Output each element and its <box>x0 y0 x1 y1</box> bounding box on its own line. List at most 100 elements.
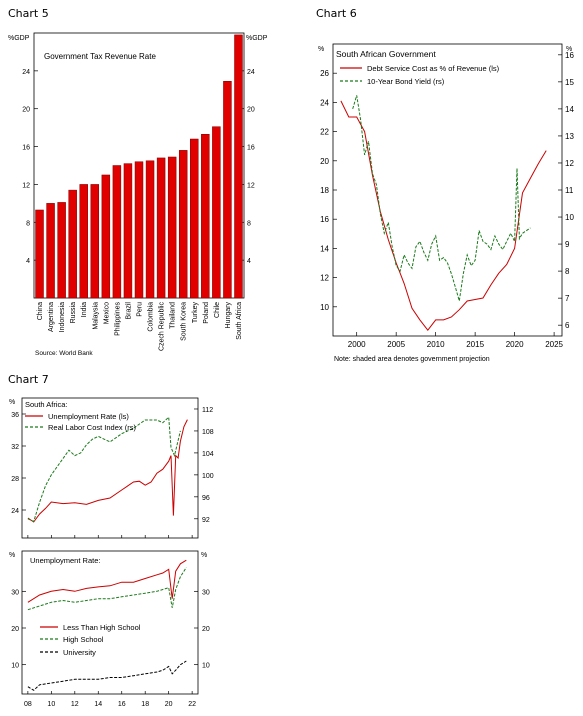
chart6-series-line-1 <box>352 95 531 302</box>
chart5-bar-5 <box>90 184 100 299</box>
chart5-category-label-9: Peru <box>137 302 144 317</box>
chart5-source: Source: World Bank <box>35 350 93 357</box>
chart7b-series-line-1 <box>27 567 187 611</box>
chart7b-xtick-label-4: 16 <box>118 701 126 708</box>
chart5-bar-6 <box>101 174 111 299</box>
chart7b-series-line-0 <box>27 559 187 603</box>
chart5-category-label-8: Brazil <box>125 302 132 320</box>
chart7b-unit-left: % <box>9 552 15 559</box>
chart7a-ytick-label-left-2: 32 <box>11 444 19 451</box>
chart5-bar-18 <box>234 34 243 299</box>
chart6-ytick-label-left-7: 24 <box>320 98 329 107</box>
chart7b-legend-label-0: Less Than High School <box>63 623 141 632</box>
chart7b-legend-label-2: University <box>63 648 96 657</box>
chart7b-ytick-label-right-2: 30 <box>202 589 210 596</box>
chart7b-ytick-label-left-2: 30 <box>11 589 19 596</box>
chart7b-plot-frame <box>21 550 199 695</box>
chart5-bar-7 <box>112 165 122 299</box>
chart7a-ytick-label-right-5: 112 <box>202 407 213 414</box>
chart7b-ytick-label-right-1: 20 <box>202 626 210 633</box>
chart5-category-label-3: Russia <box>70 302 77 324</box>
chart7b-unit-right: % <box>201 552 207 559</box>
chart6-xtick-label-4: 2020 <box>506 340 524 349</box>
chart6-ytick-label-right-3: 9 <box>565 240 570 249</box>
chart5-title: Government Tax Revenue Rate <box>44 52 156 61</box>
chart7b-ytick-label-left-1: 20 <box>11 626 19 633</box>
chart5-category-label-15: Poland <box>203 302 210 324</box>
chart7b-xtick-label-7: 22 <box>188 701 196 708</box>
chart7a-ytick-label-right-1: 96 <box>202 495 210 502</box>
chart5-ytick-label-left-4: 20 <box>22 107 30 114</box>
chart5-category-label-18: South Africa <box>236 302 243 340</box>
chart5-bar-10 <box>145 160 155 299</box>
chart7a-ytick-label-left-0: 24 <box>11 508 19 515</box>
chart6-xtick-label-1: 2005 <box>387 340 405 349</box>
chart6-legend-label-0: Debt Service Cost as % of Revenue (ls) <box>367 64 500 73</box>
chart5-bar-9 <box>134 161 144 299</box>
chart6-unit-right: % <box>566 46 572 53</box>
chart5-category-label-2: Indonesia <box>59 302 66 332</box>
chart5-bar-15 <box>201 134 210 299</box>
chart5-bar-3 <box>68 189 77 299</box>
chart5-bar-4 <box>79 184 88 299</box>
chart6-ytick-label-right-4: 10 <box>565 213 574 222</box>
chart5-category-label-0: China <box>37 302 44 320</box>
chart6-ytick-label-right-5: 11 <box>565 186 574 195</box>
chart5-category-label-14: Turkey <box>192 302 199 324</box>
chart5-ytick-label-right-4: 20 <box>247 107 255 114</box>
chart6-xtick-label-5: 2025 <box>545 340 563 349</box>
chart5-category-label-11: Czech Republic <box>159 302 166 352</box>
chart5-ytick-label-left-1: 8 <box>26 220 30 227</box>
chart7b-ytick-label-right-0: 10 <box>202 663 210 670</box>
chart6-ytick-label-right-2: 8 <box>565 267 570 276</box>
chart5-bar-12 <box>167 156 177 299</box>
chart5-bar-13 <box>178 150 188 299</box>
chart7b-ytick-label-left-0: 10 <box>11 663 19 670</box>
chart5-bar-0 <box>35 209 44 299</box>
chart5-category-label-17: Hungary <box>225 302 232 329</box>
chart7a-ytick-label-right-4: 108 <box>202 429 214 436</box>
chart5-ytick-label-left-3: 16 <box>22 145 30 152</box>
chart5-ytick-label-right-0: 4 <box>247 258 251 265</box>
chart-6-title: Chart 6 <box>316 7 357 20</box>
chart6-ytick-label-left-1: 12 <box>320 274 329 283</box>
chart7b-xtick-label-5: 18 <box>141 701 149 708</box>
chart5-category-label-6: Mexico <box>103 302 110 324</box>
chart7a-plot-frame <box>21 397 199 539</box>
chart5-ytick-label-right-2: 12 <box>247 182 255 189</box>
chart7a-ytick-label-right-0: 92 <box>202 517 210 524</box>
chart6-ytick-label-right-1: 7 <box>565 294 570 303</box>
chart7a-ytick-label-left-1: 28 <box>11 476 19 483</box>
chart7b-series-line-2 <box>27 660 187 691</box>
chart5-ytick-label-right-3: 16 <box>247 145 255 152</box>
chart6-ytick-label-left-5: 20 <box>320 157 329 166</box>
chart5-category-label-7: Philippines <box>114 302 121 336</box>
chart7a-ytick-label-right-3: 104 <box>202 451 214 458</box>
chart5-ytick-label-right-1: 8 <box>247 220 251 227</box>
chart7b-xtick-label-2: 12 <box>71 701 79 708</box>
chart7a-legend-label-0: Unemployment Rate (ls) <box>48 412 129 421</box>
chart5-category-label-13: South Korea <box>181 302 188 341</box>
chart6-ytick-label-left-6: 22 <box>320 128 329 137</box>
chart7a-series-line-1 <box>27 416 181 523</box>
chart6-ytick-label-right-9: 15 <box>565 78 574 87</box>
chart6-xtick-label-0: 2000 <box>348 340 366 349</box>
chart-7-title: Chart 7 <box>8 373 49 386</box>
chart6-ytick-label-left-0: 10 <box>320 303 329 312</box>
chart5-ytick-label-left-2: 12 <box>22 182 30 189</box>
chart7b-xtick-label-0: 08 <box>24 701 32 708</box>
chart5-category-label-5: Malaysia <box>92 302 99 330</box>
chart5-bar-11 <box>156 157 166 299</box>
chart5-category-label-16: Chile <box>214 302 221 318</box>
chart7b-xtick-label-6: 20 <box>165 701 173 708</box>
chart5-category-label-10: Colombia <box>148 302 155 332</box>
chart5-category-label-4: India <box>81 302 88 317</box>
chart6-series-line-0 <box>340 100 547 332</box>
chart5-bar-2 <box>57 202 66 299</box>
chart6-xtick-label-2: 2010 <box>427 340 445 349</box>
chart5-ytick-label-left-0: 4 <box>26 258 30 265</box>
chart7a-series-line-0 <box>27 419 188 523</box>
chart6-ytick-label-right-8: 14 <box>565 105 574 114</box>
chart6-ytick-label-left-2: 14 <box>320 244 329 253</box>
